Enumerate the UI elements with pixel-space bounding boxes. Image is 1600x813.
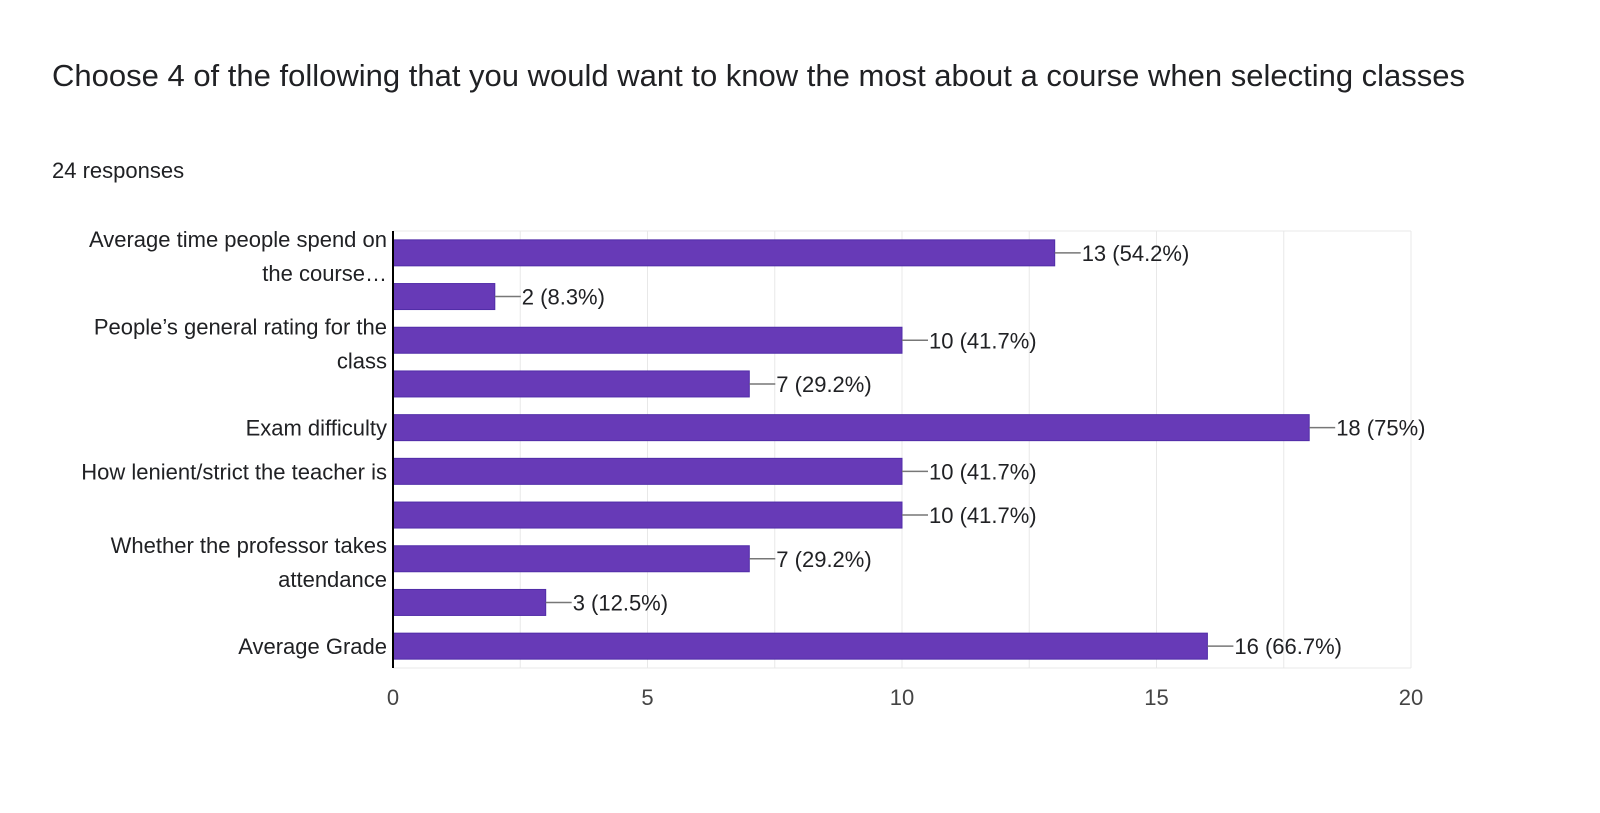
bar (392, 457, 903, 485)
x-tick-label: 0 (387, 685, 399, 710)
data-label: 10 (41.7%) (929, 459, 1037, 484)
data-label: 18 (75%) (1336, 416, 1425, 441)
data-label: 2 (8.3%) (522, 285, 605, 310)
bar (392, 501, 903, 529)
x-tick-label: 5 (641, 685, 653, 710)
bar (392, 239, 1056, 267)
data-label: 7 (29.2%) (776, 547, 871, 572)
bar (392, 545, 750, 573)
data-label: 13 (54.2%) (1082, 241, 1190, 266)
data-label: 10 (41.7%) (929, 328, 1037, 353)
x-tick-label: 20 (1399, 685, 1423, 710)
bar (392, 632, 1208, 660)
labels: 13 (54.2%) 2 (8.3%) 10 (41.7%) 7 (29.2%) 18 … (81, 227, 1425, 659)
data-label: 7 (29.2%) (776, 372, 871, 397)
category-label: attendance (278, 567, 387, 592)
bar (392, 588, 547, 616)
bar (392, 326, 903, 354)
bar (392, 283, 496, 311)
x-tick-label: 15 (1144, 685, 1168, 710)
category-label: Average Grade (238, 634, 387, 659)
data-label: 16 (66.7%) (1234, 634, 1342, 659)
question-title: Choose 4 of the following that you would… (52, 58, 1466, 93)
data-label: 10 (41.7%) (929, 503, 1037, 528)
data-label: 3 (12.5%) (573, 590, 668, 615)
category-label: Exam difficulty (246, 416, 387, 441)
category-label: Average time people spend on (89, 227, 387, 252)
axes: 0 5 10 15 20 (387, 231, 1423, 710)
bar (392, 414, 1310, 442)
x-tick-label: 10 (890, 685, 914, 710)
category-label: How lenient/strict the teacher is (81, 459, 387, 484)
category-label: class (337, 348, 387, 373)
category-label: People’s general rating for the (94, 314, 387, 339)
bar (392, 370, 750, 398)
grid-lines (392, 230, 1412, 669)
response-count: 24 responses (52, 158, 185, 183)
category-label: the course… (262, 261, 387, 286)
category-label: Whether the professor takes (111, 533, 387, 558)
